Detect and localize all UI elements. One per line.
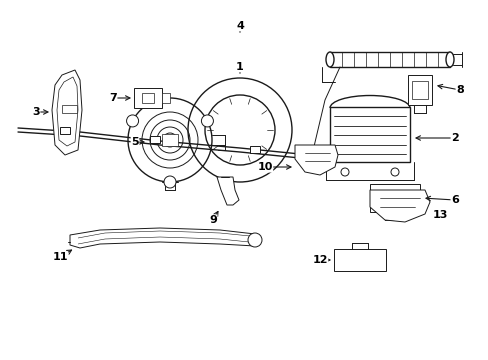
- Bar: [333, 249, 385, 271]
- Circle shape: [357, 112, 361, 116]
- Circle shape: [377, 112, 381, 116]
- Bar: [162, 93, 170, 103]
- Bar: [134, 88, 162, 108]
- Text: 5: 5: [131, 137, 139, 147]
- Text: 4: 4: [236, 21, 244, 31]
- Text: 2: 2: [450, 133, 458, 143]
- Bar: [249, 146, 260, 153]
- Bar: [62, 105, 77, 113]
- Bar: [329, 107, 409, 162]
- Circle shape: [163, 176, 176, 188]
- Text: 10: 10: [257, 162, 272, 172]
- Circle shape: [387, 112, 391, 116]
- Bar: [60, 127, 70, 134]
- Ellipse shape: [325, 52, 333, 67]
- Polygon shape: [294, 145, 337, 175]
- Text: 13: 13: [431, 210, 447, 220]
- Bar: [150, 136, 160, 143]
- Text: 1: 1: [236, 62, 244, 72]
- Text: 8: 8: [455, 85, 463, 95]
- Bar: [162, 134, 178, 146]
- Polygon shape: [70, 228, 258, 248]
- Circle shape: [201, 115, 213, 127]
- Ellipse shape: [445, 52, 453, 67]
- Bar: [142, 93, 154, 103]
- Bar: [407, 75, 431, 105]
- Polygon shape: [52, 70, 82, 155]
- Bar: [329, 52, 449, 67]
- Text: 11: 11: [52, 252, 68, 262]
- Text: 3: 3: [32, 107, 40, 117]
- Polygon shape: [217, 177, 239, 205]
- Circle shape: [126, 115, 138, 127]
- Text: 6: 6: [450, 195, 458, 205]
- Text: 7: 7: [109, 93, 117, 103]
- Text: 9: 9: [209, 215, 217, 225]
- Polygon shape: [369, 190, 429, 222]
- Bar: [369, 184, 419, 212]
- Circle shape: [367, 112, 371, 116]
- Bar: [411, 81, 427, 99]
- Circle shape: [163, 133, 177, 147]
- Circle shape: [247, 233, 262, 247]
- Text: 12: 12: [312, 255, 327, 265]
- Circle shape: [347, 112, 351, 116]
